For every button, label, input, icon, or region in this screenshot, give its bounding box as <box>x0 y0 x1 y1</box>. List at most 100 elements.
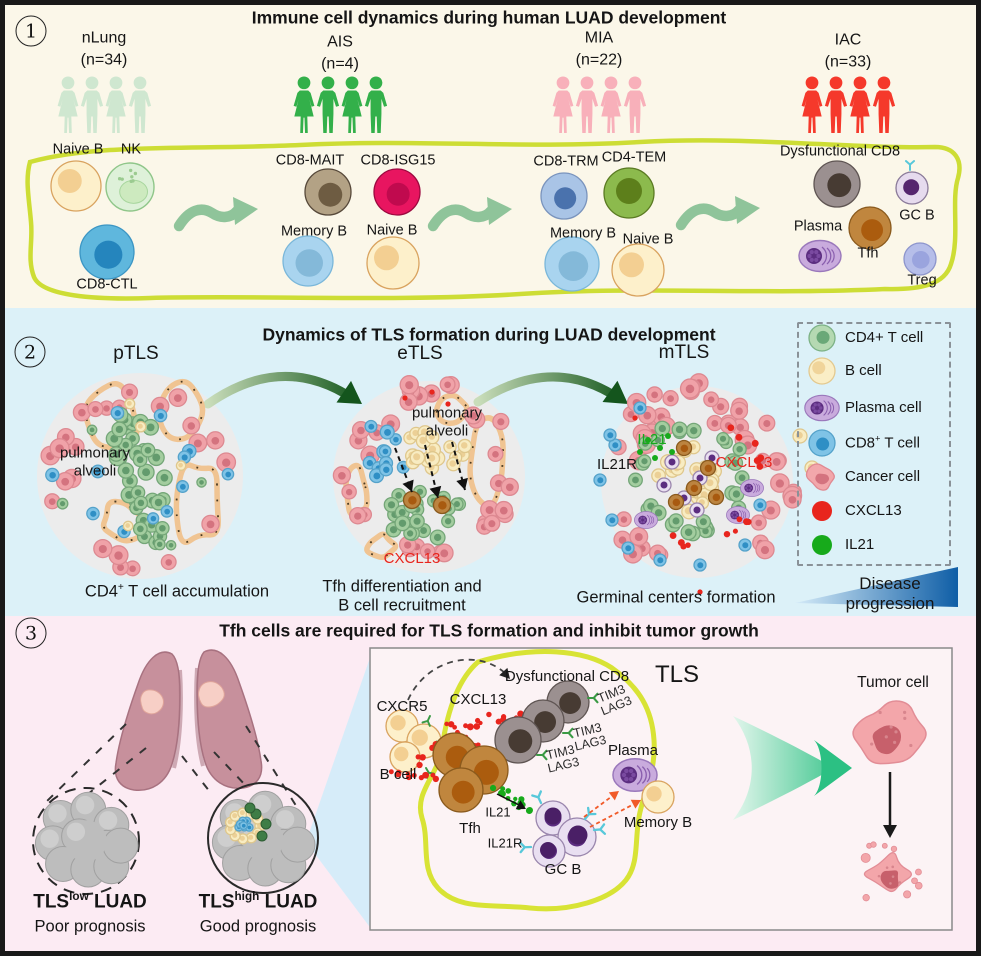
cell-icon <box>621 541 635 555</box>
cell-icon <box>758 414 776 432</box>
tls-low-outline <box>32 787 140 895</box>
etls-alveoli-annotation: pulmonary alveoli <box>411 404 483 439</box>
tls-low-luad-label: TLSlow LUAD <box>33 890 147 913</box>
person-icon <box>552 76 574 133</box>
cell-icon <box>540 172 588 220</box>
cell-icon <box>738 538 752 552</box>
cell-icon <box>373 168 421 216</box>
receptor-icon <box>535 749 548 761</box>
cell-icon <box>282 235 334 287</box>
il21-dot-icon <box>812 535 832 555</box>
plasma-cell-icon <box>726 506 750 524</box>
cell-icon <box>695 514 712 530</box>
cell-label-cd8-isg15: CD8-ISG15 <box>360 152 436 169</box>
cell-icon <box>483 514 501 532</box>
cell-icon <box>56 497 69 510</box>
cell-icon <box>637 454 652 469</box>
tumor-mass-icon <box>34 791 139 888</box>
cell-icon <box>150 494 167 511</box>
group-mia-label: MIA <box>584 29 614 47</box>
cell-icon <box>848 206 892 250</box>
person-icon <box>57 76 79 133</box>
panel1-number-badge: 1 <box>15 15 47 47</box>
person-icon <box>364 76 388 133</box>
cell-icon <box>903 242 937 276</box>
il21-label: IL21 <box>485 804 511 820</box>
cell-icon <box>693 558 707 572</box>
cell-icon <box>432 495 452 515</box>
cell-icon <box>650 433 665 448</box>
receptor-icon <box>519 841 533 854</box>
outcome-arrow-icon <box>733 716 834 820</box>
panel2-title: Dynamics of TLS formation during LUAD de… <box>262 324 716 345</box>
cell-icon <box>730 401 749 420</box>
cell-icon <box>364 419 378 433</box>
cell-icon <box>689 502 705 518</box>
cell-icon <box>755 539 775 560</box>
cell-icon <box>72 403 91 422</box>
group-mia-count: (n=22) <box>575 51 623 69</box>
cell-label-cd8-trm: CD8-TRM <box>533 153 599 170</box>
cell-icon <box>135 421 147 433</box>
plasma-cell-icon <box>798 239 842 273</box>
cell-icon <box>671 421 688 438</box>
legend-plasma-cell: Plasma cell <box>845 399 922 417</box>
cell-icon <box>808 324 836 352</box>
cell-icon <box>629 527 649 547</box>
tls-high-outline <box>207 782 319 894</box>
cell-icon <box>680 524 697 541</box>
cell-icon <box>341 483 357 500</box>
cell-icon <box>494 716 542 764</box>
left-lung-icon <box>114 651 181 791</box>
cell-icon <box>86 506 100 521</box>
cell-icon <box>656 477 672 493</box>
cxcl13-label: CXCL13 <box>449 691 507 709</box>
tumor-mass-icon <box>211 790 316 887</box>
plasma-cell-icon <box>804 394 840 422</box>
etls-caption: Tfh differentiation and B cell recruitme… <box>322 577 482 615</box>
stage-mtls-label: mTLS <box>658 341 710 363</box>
receptor-icon <box>586 692 599 704</box>
cell-icon <box>727 455 744 471</box>
cell-icon <box>50 160 102 212</box>
cell-icon <box>667 493 685 511</box>
cell-icon <box>605 513 619 527</box>
mtls-il21r-label: IL21R <box>596 456 638 474</box>
cell-label-tfh: Tfh <box>857 245 879 262</box>
cell-icon <box>641 780 675 814</box>
disease-progression-wedge <box>795 567 958 607</box>
cell-icon <box>808 357 836 385</box>
tumor-nodule-icon <box>140 689 165 715</box>
cell-icon <box>409 513 425 529</box>
cell-icon <box>675 439 693 457</box>
cell-icon <box>108 446 124 462</box>
cell-label-memory-b: Memory B <box>280 223 348 240</box>
plasma-cell-icon <box>612 757 658 793</box>
cell-icon <box>439 376 456 393</box>
cell-icon <box>111 421 128 438</box>
cell-icon <box>378 444 392 458</box>
cell-icon <box>732 442 747 457</box>
cell-icon <box>813 160 861 208</box>
cell-label-dysfunctional-cd8: Dysfunctional CD8 <box>779 143 901 160</box>
cell-icon <box>500 477 519 497</box>
cell-label-memory-b: Memory B <box>549 225 617 242</box>
tls-title: TLS <box>654 660 700 688</box>
cell-icon <box>383 496 400 513</box>
person-icon <box>105 76 127 133</box>
cell-icon <box>153 408 168 423</box>
dysfunctional-cd8-label: Dysfunctional CD8 <box>504 668 630 686</box>
cxcl13-dot-icon <box>812 501 832 521</box>
person-icon <box>293 76 315 133</box>
cell-label-cd8-ctl: CD8-CTL <box>76 276 138 293</box>
cell-icon <box>399 375 419 395</box>
legend-cancer-cell: Cancer cell <box>845 468 921 486</box>
cell-icon <box>160 554 177 571</box>
cell-icon <box>394 515 411 532</box>
cell-icon <box>124 560 141 577</box>
zoom-wedge <box>306 652 372 930</box>
cell-icon <box>409 449 426 466</box>
cell-icon <box>201 514 220 534</box>
person-icon <box>80 76 104 133</box>
